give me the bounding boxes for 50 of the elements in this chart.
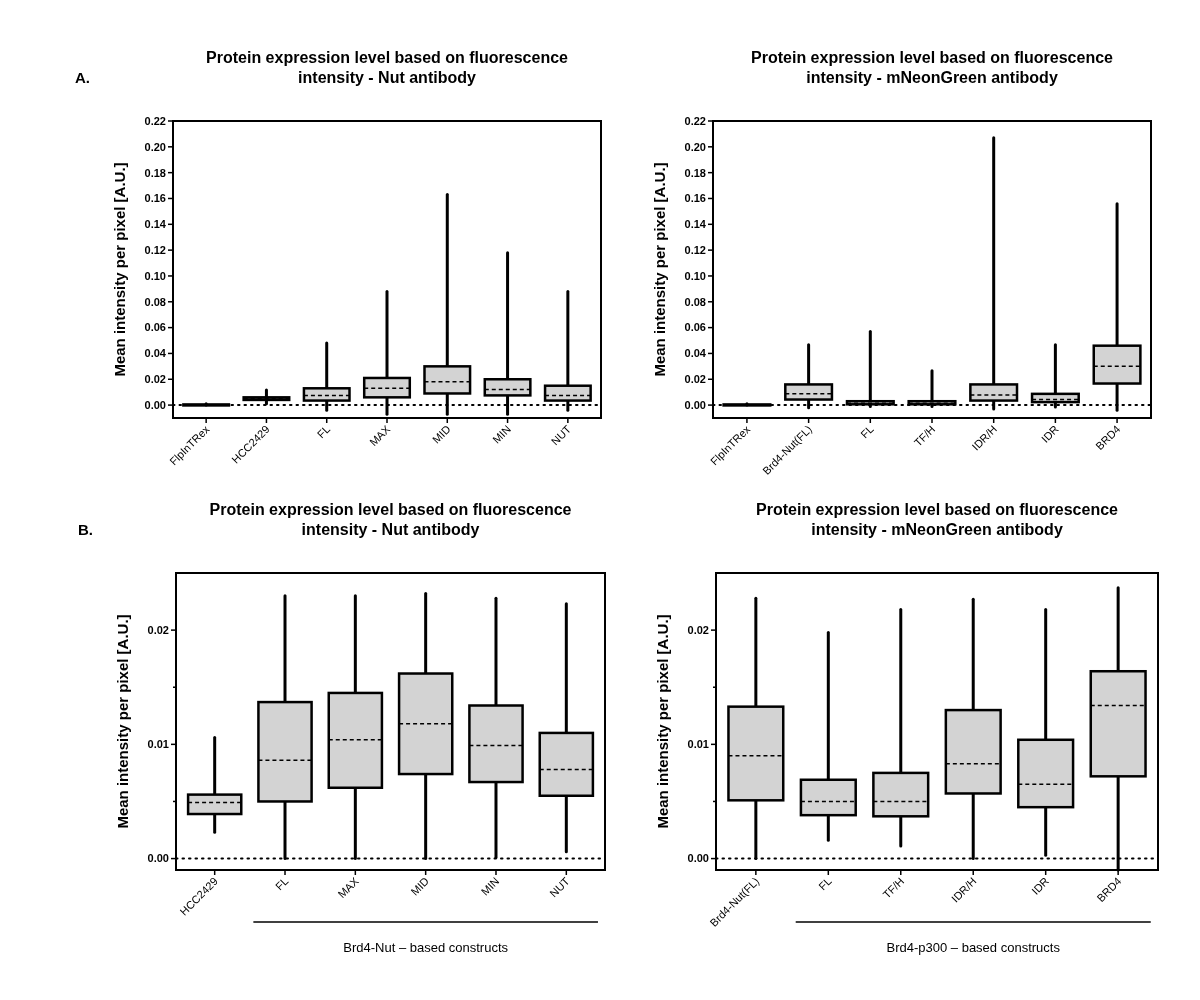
text: Brd4-Nut – based constructs xyxy=(343,940,509,955)
y-tick-label: 0.06 xyxy=(684,321,706,334)
x-tick-label: MID xyxy=(429,422,453,446)
x-tick-label: FL xyxy=(816,874,834,893)
y-tick-label: 0.16 xyxy=(684,192,706,205)
y-tick-label: 0.14 xyxy=(684,218,707,231)
y-tick-label: 0.04 xyxy=(684,347,707,360)
text: B. xyxy=(78,521,93,538)
y-tick-label: 0.01 xyxy=(147,738,169,751)
chart-title: Protein expression level based on fluorescence intensity - Nut antibody xyxy=(209,501,572,538)
y-tick-label: 0.08 xyxy=(684,295,706,308)
y-tick-label: 0.02 xyxy=(684,373,706,386)
y-tick-label: 0.01 xyxy=(687,738,709,751)
y-tick-label: 0.20 xyxy=(684,140,706,153)
y-tick-label: 0.22 xyxy=(684,114,706,127)
x-tick-label: FL xyxy=(272,874,291,893)
y-tick-label: 0.00 xyxy=(684,398,706,411)
y-tick-label: 0.18 xyxy=(684,166,706,179)
x-tick-label: IDR xyxy=(1029,874,1052,897)
y-tick-label: 0.02 xyxy=(147,623,169,636)
chart-title: Protein expression level based on fluorescence intensity - Nut antibody xyxy=(206,49,569,86)
y-tick-label: 0.02 xyxy=(687,623,709,636)
text: Brd4-p300 – based constructs xyxy=(886,940,1061,955)
y-tick-label: 0.12 xyxy=(684,243,706,256)
text: A. xyxy=(75,69,90,86)
x-tick-label: FL xyxy=(314,422,333,441)
chart-title: Protein expression level based on fluorescence intensity - mNeonGreen antibody xyxy=(756,501,1119,538)
y-tick-label: 0.14 xyxy=(144,218,167,231)
y-tick-label: 0.02 xyxy=(144,373,166,386)
y-tick-label: 0.00 xyxy=(687,852,709,865)
y-tick-label: 0.08 xyxy=(144,295,166,308)
chart-title: Protein expression level based on fluorescence intensity - mNeonGreen antibody xyxy=(751,49,1114,86)
y-tick-label: 0.16 xyxy=(144,192,166,205)
y-tick-label: 0.10 xyxy=(144,269,166,282)
y-tick-label: 0.18 xyxy=(144,166,166,179)
y-tick-label: 0.10 xyxy=(684,269,706,282)
y-tick-label: 0.00 xyxy=(147,852,169,865)
y-tick-label: 0.04 xyxy=(144,347,167,360)
y-tick-label: 0.20 xyxy=(144,140,166,153)
y-axis-title: Mean intensity per pixel [A.U.] xyxy=(654,614,671,829)
x-tick-label: IDR xyxy=(1038,422,1061,445)
y-tick-label: 0.06 xyxy=(144,321,166,334)
y-axis-title: Mean intensity per pixel [A.U.] xyxy=(111,162,128,377)
y-tick-label: 0.22 xyxy=(144,114,166,127)
x-tick-label: MID xyxy=(408,874,432,898)
y-axis-title: Mean intensity per pixel [A.U.] xyxy=(114,614,131,829)
y-axis-title: Mean intensity per pixel [A.U.] xyxy=(651,162,668,377)
y-tick-label: 0.00 xyxy=(144,398,166,411)
y-tick-label: 0.12 xyxy=(144,243,166,256)
x-tick-label: FL xyxy=(858,422,876,441)
